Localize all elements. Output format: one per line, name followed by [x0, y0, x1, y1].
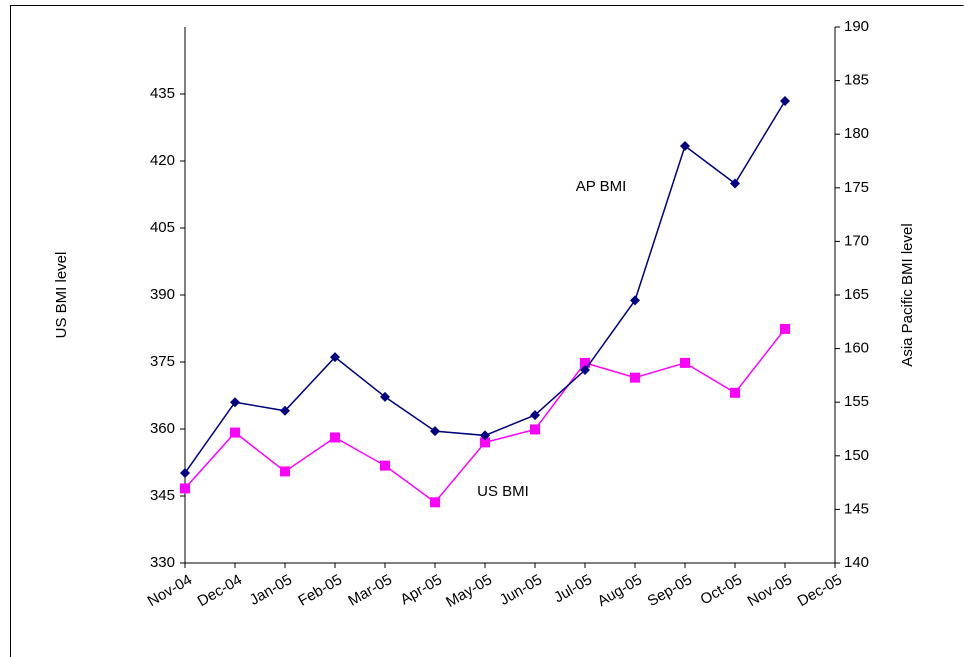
y2-tick-label: 165 [844, 286, 869, 303]
x-tick-label: Apr-05 [397, 571, 444, 608]
marker [530, 410, 540, 421]
y2-axis-label: Asia Pacific BMI level [899, 223, 916, 366]
marker [780, 323, 790, 334]
x-tick-label: Jul-05 [551, 571, 595, 606]
marker [730, 387, 740, 398]
x-tick-label: Feb-05 [295, 571, 345, 609]
x-tick-label: Jun-05 [497, 571, 545, 609]
y-tick-label: 390 [150, 286, 175, 303]
marker [380, 460, 390, 471]
marker [680, 140, 690, 151]
x-tick-label: Aug-05 [595, 571, 645, 610]
marker [580, 357, 590, 368]
marker [730, 178, 740, 189]
marker [380, 391, 390, 402]
y2-tick-label: 160 [844, 340, 869, 357]
y2-tick-label: 180 [844, 125, 869, 142]
marker [430, 497, 440, 508]
marker [580, 365, 590, 376]
annotation: AP BMI [576, 178, 627, 195]
marker [630, 372, 640, 383]
marker [780, 95, 790, 106]
marker [680, 357, 690, 368]
y2-tick-label: 175 [844, 179, 869, 196]
y2-tick-label: 170 [844, 232, 869, 249]
y2-tick-label: 145 [844, 500, 869, 517]
x-tick-label: Nov-04 [145, 571, 195, 610]
x-tick-label: Oct-05 [697, 571, 744, 608]
x-tick-label: Sep-05 [645, 571, 695, 610]
marker [180, 483, 190, 494]
y-tick-label: 360 [150, 420, 175, 437]
x-tick-label: Mar-05 [345, 571, 395, 609]
y-tick-label: 405 [150, 219, 175, 236]
x-tick-label: Dec-04 [195, 571, 245, 610]
annotation: US BMI [477, 483, 529, 500]
marker [230, 427, 240, 438]
marker [180, 467, 190, 478]
frame [10, 5, 964, 657]
y-tick-label: 420 [150, 152, 175, 169]
y-tick-label: 330 [150, 554, 175, 571]
y-tick-label: 345 [150, 487, 175, 504]
x-tick-label: May-05 [443, 571, 495, 611]
y2-tick-label: 155 [844, 393, 869, 410]
y2-tick-label: 140 [844, 554, 869, 571]
y-tick-label: 375 [150, 353, 175, 370]
series-line [184, 328, 786, 504]
marker [430, 426, 440, 437]
marker [630, 295, 640, 306]
y2-tick-label: 190 [844, 18, 869, 35]
x-tick-label: Dec-05 [795, 571, 845, 610]
x-tick-label: Nov-05 [745, 571, 795, 610]
marker [330, 352, 340, 363]
y2-tick-label: 150 [844, 447, 869, 464]
y-tick-label: 435 [150, 85, 175, 102]
y-axis-label: US BMI level [53, 252, 70, 339]
marker [480, 437, 490, 448]
x-tick-label: Jan-05 [247, 571, 295, 609]
marker [280, 405, 290, 416]
marker [480, 430, 490, 441]
marker [280, 466, 290, 477]
marker [330, 432, 340, 443]
marker [230, 397, 240, 408]
marker [530, 424, 540, 435]
y2-tick-label: 185 [844, 72, 869, 89]
series-line [184, 100, 786, 474]
